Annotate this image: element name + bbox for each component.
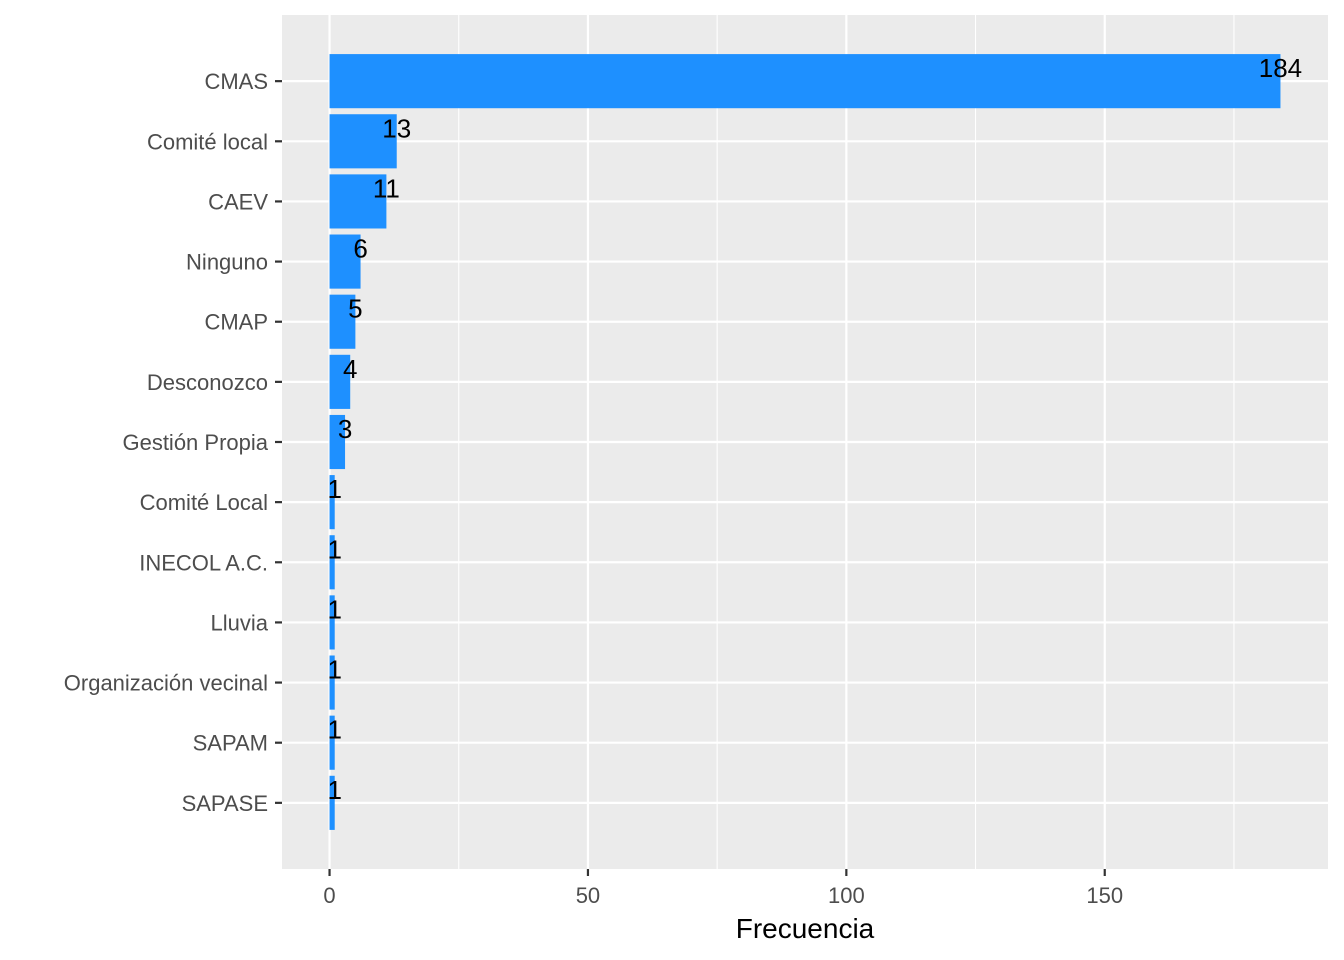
bar (329, 114, 397, 169)
y-tick-label: Gestión Propia (122, 430, 268, 455)
y-tick-label: Lluvia (211, 610, 269, 635)
bar (329, 354, 351, 409)
y-tick-label: Ninguno (186, 250, 268, 275)
data-label: 1 (327, 594, 341, 624)
data-label: 1 (327, 534, 341, 564)
bar (329, 595, 335, 650)
bar (329, 775, 335, 830)
data-label: 5 (348, 294, 362, 324)
y-tick-label: CAEV (208, 189, 268, 214)
bar (329, 234, 361, 289)
y-tick-label: CMAS (204, 69, 268, 94)
y-tick-label: Comité Local (140, 490, 268, 515)
y-tick-label: SAPAM (193, 731, 268, 756)
x-axis-title: Frecuencia (736, 913, 875, 944)
y-tick-label: SAPASE (182, 791, 268, 816)
data-label: 1 (327, 655, 341, 685)
bar (329, 655, 335, 710)
x-tick-label: 0 (323, 883, 335, 908)
data-label: 1 (327, 474, 341, 504)
data-label: 6 (353, 234, 367, 264)
data-label: 13 (382, 113, 411, 143)
bar (329, 715, 335, 770)
bars (329, 54, 1281, 830)
y-tick-label: INECOL A.C. (139, 550, 268, 575)
x-tick-label: 100 (828, 883, 865, 908)
data-label: 1 (327, 775, 341, 805)
y-tick-label: Comité local (147, 129, 268, 154)
y-tick-label: Desconozco (147, 370, 268, 395)
x-axis: 0 50 100 150 (323, 869, 1123, 908)
bar (329, 535, 335, 590)
data-label: 11 (373, 173, 400, 203)
bar (329, 54, 1281, 109)
bar (329, 475, 335, 530)
data-label: 4 (343, 354, 357, 384)
bar (329, 414, 346, 470)
y-axis: CMAS Comité local CAEV Ninguno CMAP Desconozc… (64, 69, 282, 816)
y-tick-label: Organización vecinal (64, 671, 268, 696)
x-tick-label: 50 (576, 883, 600, 908)
data-label: 3 (338, 414, 352, 444)
data-label: 184 (1259, 53, 1302, 83)
bar (329, 174, 387, 229)
x-tick-label: 150 (1086, 883, 1123, 908)
data-label: 1 (327, 715, 341, 745)
y-tick-label: CMAP (204, 310, 268, 335)
bar (329, 294, 356, 349)
